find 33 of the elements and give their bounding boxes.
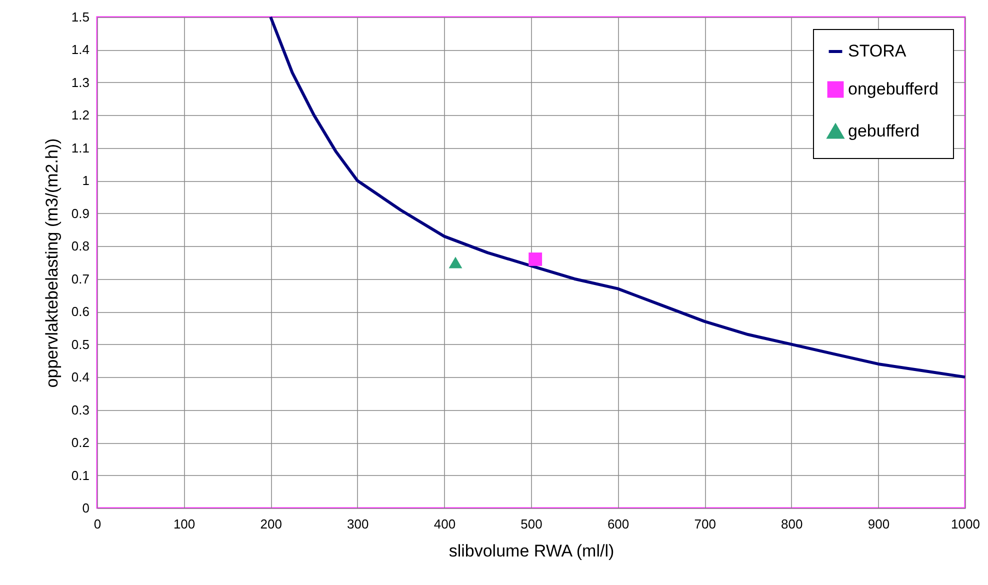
y-tick-label: 0.9 [71, 206, 90, 221]
legend-label: STORA [848, 42, 907, 60]
y-tick-label: 1.5 [71, 10, 90, 24]
y-tick-label: 0 [82, 500, 90, 516]
x-axis-title: slibvolume RWA (ml/l) [448, 542, 614, 560]
x-tick-label: 300 [347, 516, 369, 532]
x-tick-label: 600 [607, 516, 630, 532]
y-tick-label: 0.3 [71, 402, 90, 418]
y-tick-label: 1.2 [71, 108, 90, 123]
y-tick-label: 1 [82, 173, 90, 188]
y-tick-label: 1.4 [71, 42, 90, 58]
x-tick-label: 700 [694, 516, 716, 532]
y-tick-label: 1.1 [71, 140, 90, 156]
legend-label: ongebufferd [848, 80, 938, 98]
y-tick-label: 0.2 [71, 435, 90, 450]
x-tick-label: 100 [173, 516, 196, 532]
x-tick-label: 0 [94, 516, 102, 532]
y-tick-label: 0.8 [71, 238, 90, 254]
x-tick-label: 500 [520, 516, 542, 532]
x-tick-label: 900 [868, 516, 890, 532]
x-tick-label: 400 [434, 516, 456, 532]
y-axis-title: oppervlaktebelasting (m3/(m2.h)) [42, 138, 62, 388]
y-tick-label: 0.1 [71, 468, 90, 483]
x-tick-label: 1000 [951, 516, 980, 532]
y-tick-label: 1.3 [71, 74, 90, 90]
y-tick-label: 0.7 [71, 271, 90, 286]
y-tick-label: 0.5 [71, 336, 90, 352]
x-tick-label: 200 [260, 516, 282, 532]
y-tick-label: 0.6 [71, 304, 90, 320]
legend-label: gebufferd [848, 122, 920, 140]
x-tick-label: 800 [781, 516, 803, 532]
y-tick-label: 0.4 [71, 370, 90, 385]
line-series [269, 16, 966, 379]
